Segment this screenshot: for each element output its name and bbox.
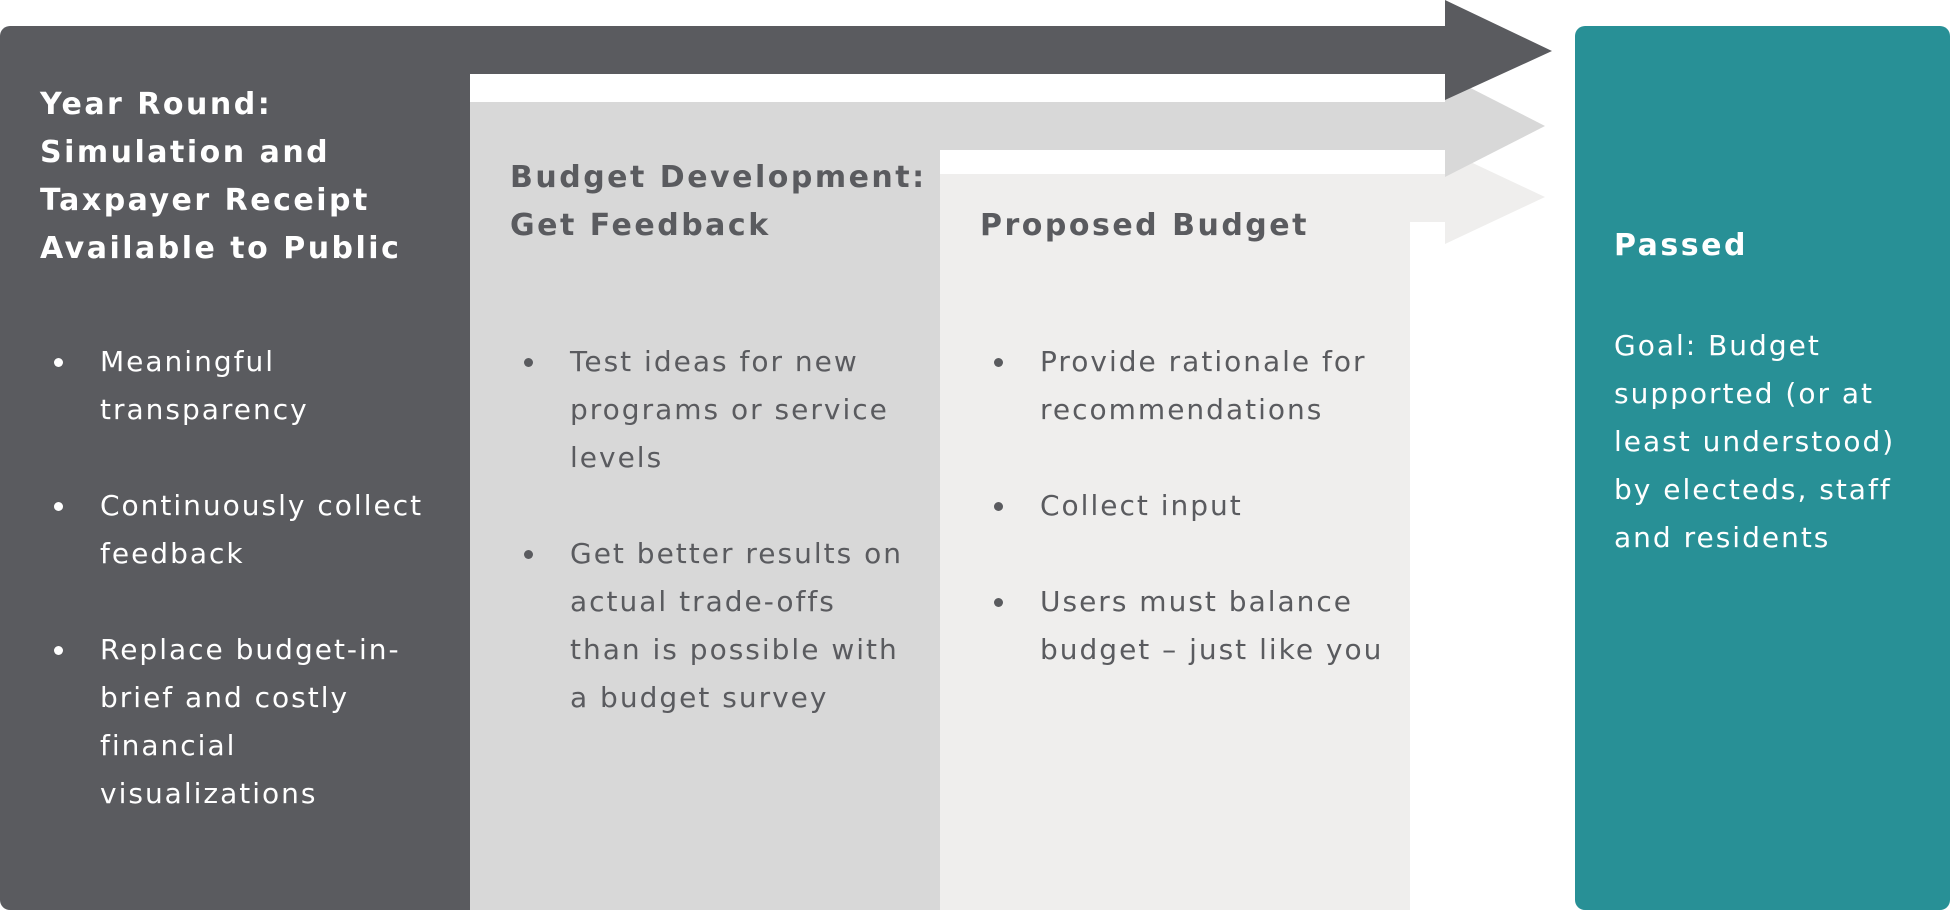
outcome-goal-text: Goal: Budget supported (or at least unde…	[1614, 329, 1896, 554]
list-item: Replace budget-in-brief and costly finan…	[40, 626, 440, 818]
stage-title-year-round: Year Round: Simulation and Taxpayer Rece…	[40, 87, 402, 266]
outcome-title: Passed	[1614, 228, 1748, 263]
outcome-panel-passed: Passed Goal: Budget supported (or at lea…	[1575, 26, 1950, 910]
list-item: Get better results on actual trade-offs …	[510, 530, 910, 722]
stage-title-proposed-budget: Proposed Budget	[980, 208, 1309, 243]
list-item: Meaningful transparency	[40, 338, 440, 434]
stage-title-budget-development: Budget Development: Get Feedback	[510, 160, 927, 243]
stage-list-budget-development: Test ideas for new programs or service l…	[510, 338, 910, 770]
list-item: Test ideas for new programs or service l…	[510, 338, 910, 482]
list-item: Provide rationale for recommendations	[980, 338, 1400, 434]
stage-list-year-round: Meaningful transparency Continuously col…	[40, 338, 440, 866]
stage-list-proposed-budget: Provide rationale for recommendations Co…	[980, 338, 1400, 722]
list-item: Continuously collect feedback	[40, 482, 440, 578]
list-item: Collect input	[980, 482, 1400, 530]
stage-panel-proposed-budget: Proposed Budget Provide rationale for re…	[940, 174, 1410, 910]
stage-panel-year-round: Year Round: Simulation and Taxpayer Rece…	[0, 26, 470, 910]
stage-panel-budget-development: Budget Development: Get Feedback Test id…	[470, 102, 940, 910]
list-item: Users must balance budget – just like yo…	[980, 578, 1400, 674]
